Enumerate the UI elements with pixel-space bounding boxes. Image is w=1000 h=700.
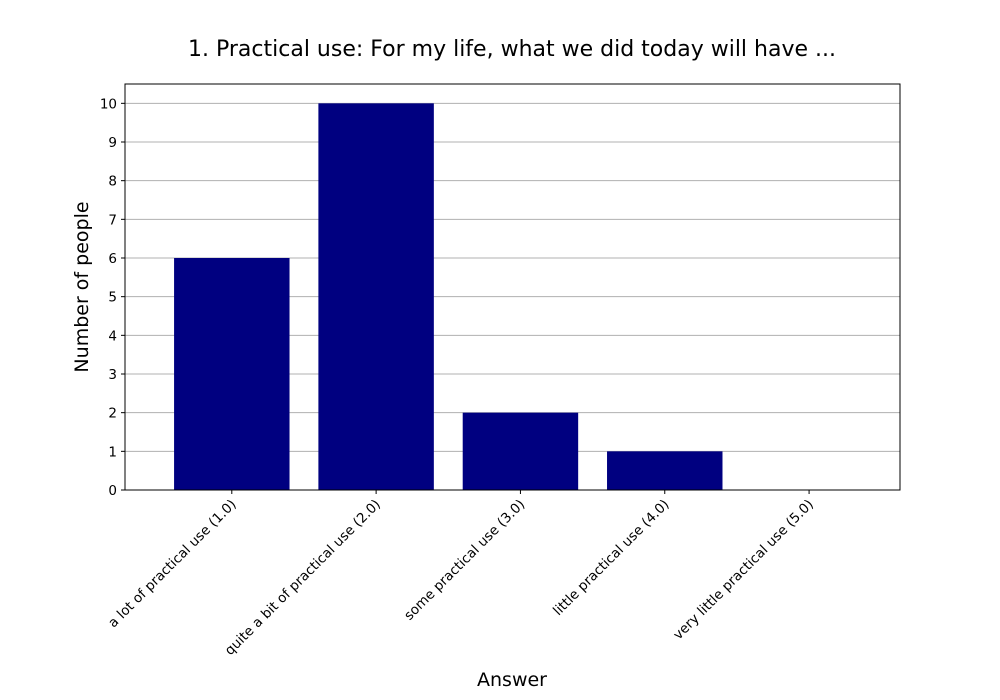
y-tick-label: 6 — [108, 251, 117, 267]
y-tick-label: 2 — [108, 406, 117, 422]
y-tick-label: 8 — [108, 174, 117, 190]
bar — [462, 412, 579, 490]
bar — [174, 258, 290, 490]
chart-title: 1. Practical use: For my life, what we d… — [188, 37, 836, 62]
plot-frame — [124, 83, 901, 491]
y-tick-label: 9 — [108, 135, 117, 151]
y-axis-ticks: 0 1 2 3 4 5 6 7 8 9 10 — [100, 96, 125, 499]
bar — [318, 103, 434, 490]
x-tick-label: a lot of practical use (1.0) — [105, 497, 240, 632]
x-axis-ticks: a lot of practical use (1.0)quite a bit … — [105, 490, 817, 659]
x-tick-label: little practical use (4.0) — [550, 497, 672, 619]
y-tick-label: 5 — [108, 290, 117, 306]
bars — [174, 103, 723, 490]
x-axis-label: Answer — [477, 669, 547, 691]
bar — [607, 451, 723, 490]
y-tick-label: 0 — [108, 483, 117, 499]
y-tick-label: 4 — [108, 328, 117, 344]
x-tick-label: some practical use (3.0) — [401, 497, 528, 624]
y-axis-label: Number of people — [71, 201, 93, 372]
y-tick-label: 1 — [108, 444, 117, 460]
x-tick-label: very little practical use (5.0) — [670, 497, 817, 644]
y-tick-label: 3 — [108, 367, 117, 383]
y-tick-label: 10 — [100, 96, 117, 112]
y-tick-label: 7 — [108, 212, 117, 228]
x-tick-label: quite a bit of practical use (2.0) — [222, 497, 384, 659]
